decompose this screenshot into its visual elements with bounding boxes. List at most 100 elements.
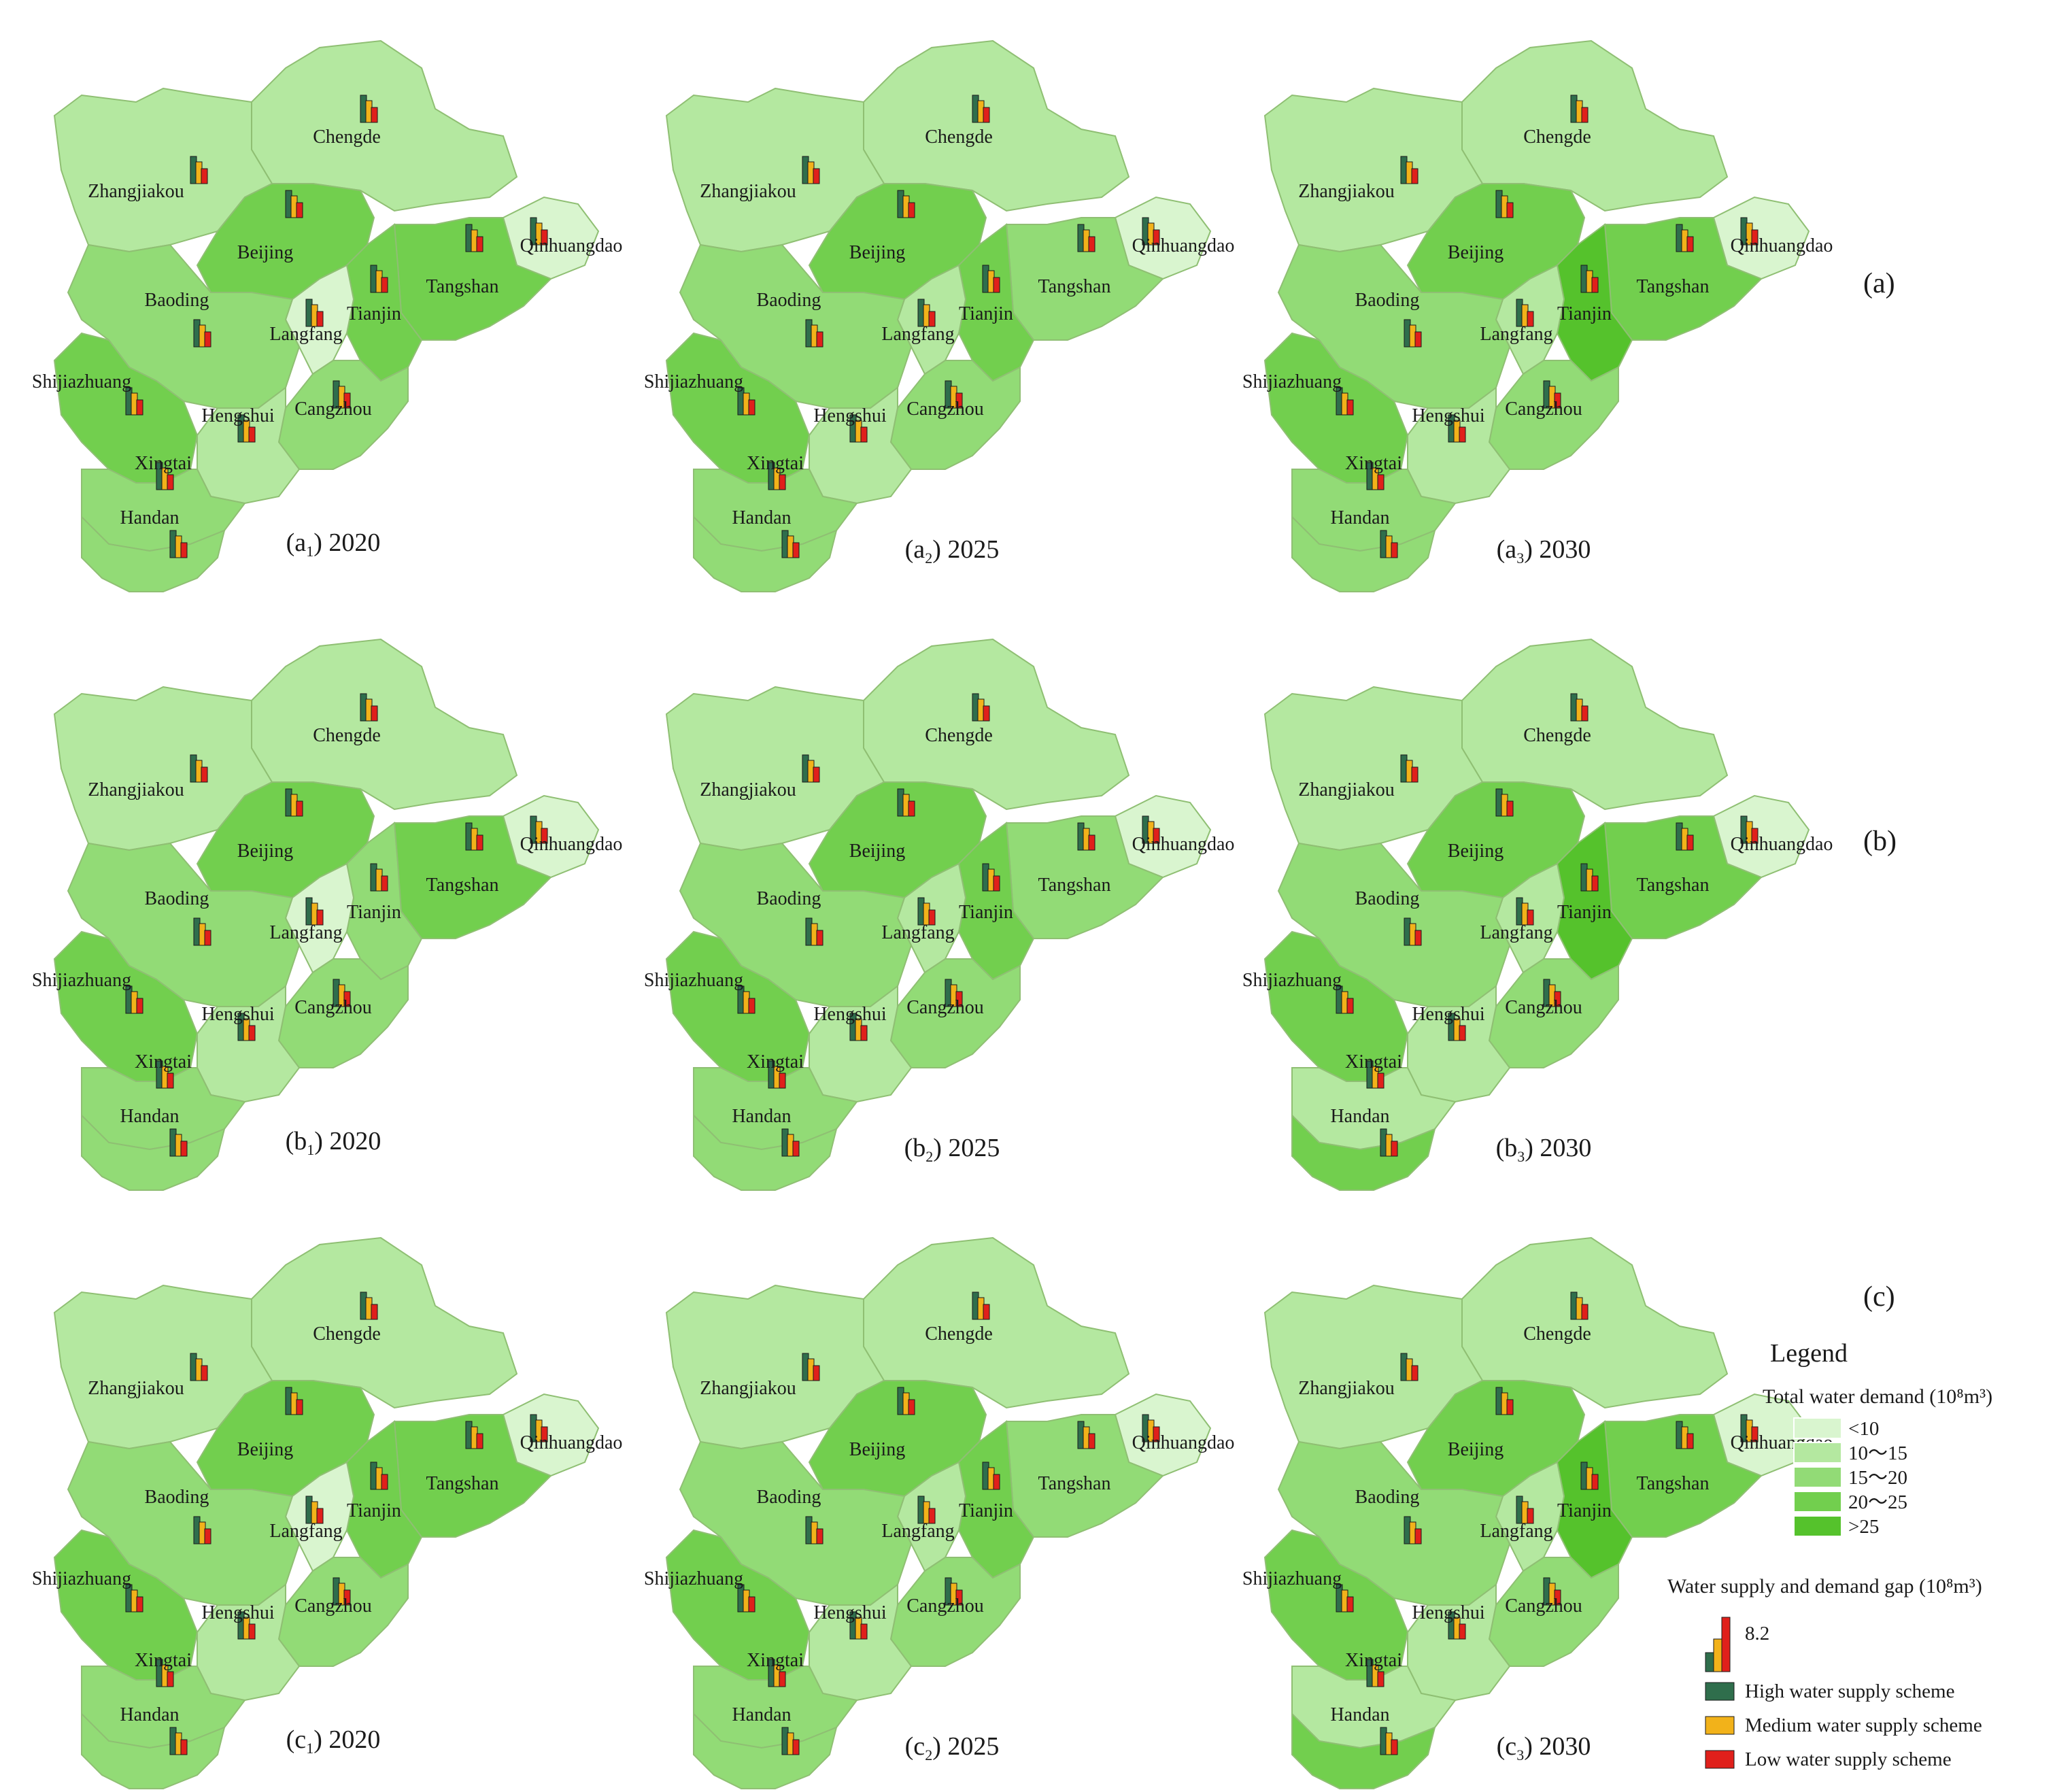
bar-chart-qinhuangdao <box>1142 1414 1160 1442</box>
bar-chart-hengshui <box>1448 1013 1466 1041</box>
bar-chart-qinhuangdao <box>530 217 548 246</box>
city-label-cangzhou: Cangzhou <box>1505 399 1582 420</box>
panel-caption-c3: (c3) 2030 <box>1497 1732 1591 1763</box>
bar-tianjin-low <box>381 277 388 293</box>
city-label-tianjin: Tianjin <box>959 902 1013 923</box>
bar-qinhuangdao-low <box>1751 229 1759 246</box>
city-label-handan: Handan <box>1330 1704 1389 1725</box>
bar-baoding-low <box>204 930 211 946</box>
panel-caption-a3: (a3) 2030 <box>1497 535 1591 567</box>
bar-cangzhou-low <box>1554 1589 1561 1606</box>
city-label-langfang: Langfang <box>1480 1521 1552 1542</box>
bar-chart-handan <box>169 1727 188 1755</box>
bar-beijing-low <box>296 1399 303 1415</box>
city-label-shijiazhuang: Shijiazhuang <box>644 1568 743 1589</box>
bar-chart-langfang <box>305 1496 324 1524</box>
city-label-tangshan: Tangshan <box>1038 276 1111 297</box>
map-panel-b2: Chengde Zhangjiakou Beijing Qinhuangdao Tang… <box>644 638 1235 1191</box>
city-label-hengshui: Hengshui <box>813 1004 887 1025</box>
demand-swatch-4 <box>1793 1491 1842 1513</box>
bar-chart-hengshui <box>849 1611 868 1640</box>
demand-legend-title: Total water demand (10⁸m³) <box>1763 1385 1992 1408</box>
city-label-shijiazhuang: Shijiazhuang <box>32 1568 131 1589</box>
city-label-langfang: Langfang <box>269 1521 342 1542</box>
bar-handan-low <box>792 542 800 558</box>
bar-handan-low <box>180 1141 188 1157</box>
city-label-zhangjiakou: Zhangjiakou <box>88 181 184 202</box>
bar-chart-tangshan <box>465 224 483 252</box>
city-label-zhangjiakou: Zhangjiakou <box>700 779 796 800</box>
city-label-beijing: Beijing <box>849 242 905 263</box>
bar-chart-xingtai <box>768 1060 786 1089</box>
bar-hengshui-low <box>1459 1025 1466 1041</box>
bar-chart-cangzhou <box>945 979 963 1007</box>
city-label-xingtai: Xingtai <box>747 1650 804 1671</box>
row-label-1: (a) <box>1863 268 1895 299</box>
bar-chart-qinhuangdao <box>530 815 548 844</box>
bar-chart-tangshan <box>1676 1421 1694 1449</box>
bar-chart-chengde <box>360 693 378 722</box>
region-hengshui <box>197 1583 301 1702</box>
bar-tangshan-low <box>476 1433 483 1449</box>
city-label-langfang: Langfang <box>881 922 954 943</box>
city-label-langfang: Langfang <box>881 1521 954 1542</box>
scheme-swatch-1 <box>1705 1682 1735 1701</box>
city-label-tangshan: Tangshan <box>426 875 499 896</box>
bar-chart-hengshui <box>1448 414 1466 443</box>
bar-chart-chengde <box>1570 1291 1589 1320</box>
city-label-hengshui: Hengshui <box>201 1004 275 1025</box>
panel-caption-c1: (c1) 2020 <box>286 1725 381 1757</box>
gap-symbol-bar-3 <box>1721 1617 1731 1672</box>
city-label-qinhuangdao: Qinhuangdao <box>1132 1432 1235 1453</box>
bar-tangshan-low <box>476 236 483 252</box>
city-label-shijiazhuang: Shijiazhuang <box>32 970 131 991</box>
city-label-tangshan: Tangshan <box>1637 1473 1710 1494</box>
bar-qinhuangdao-low <box>1751 1426 1759 1442</box>
bar-qinhuangdao-low <box>1153 828 1160 844</box>
bar-chart-tangshan <box>1676 224 1694 252</box>
bar-qinhuangdao-low <box>1153 229 1160 246</box>
bar-xingtai-low <box>167 1671 174 1687</box>
city-label-baoding: Baoding <box>757 290 821 311</box>
region-hengshui <box>197 985 301 1103</box>
bar-chart-shijiazhuang <box>125 387 143 416</box>
demand-class-label-1: <10 <box>1848 1418 1879 1440</box>
bar-langfang-low <box>316 311 324 327</box>
city-label-qinhuangdao: Qinhuangdao <box>520 235 623 256</box>
bar-chart-xingtai <box>768 462 786 490</box>
city-label-cangzhou: Cangzhou <box>1505 1595 1582 1617</box>
bar-handan-low <box>792 1739 800 1755</box>
bar-chart-shijiazhuang <box>1336 387 1354 416</box>
city-label-qinhuangdao: Qinhuangdao <box>1731 834 1833 855</box>
bar-xingtai-low <box>167 1073 174 1089</box>
region-hengshui <box>1407 1583 1511 1702</box>
city-label-zhangjiakou: Zhangjiakou <box>700 181 796 202</box>
bar-chart-shijiazhuang <box>125 985 143 1014</box>
bar-beijing-low <box>1506 1399 1514 1415</box>
bar-chart-baoding <box>193 917 211 946</box>
bar-chart-baoding <box>1404 1516 1422 1544</box>
bar-xingtai-low <box>1377 1073 1385 1089</box>
city-label-langfang: Langfang <box>269 922 342 943</box>
city-label-chengde: Chengde <box>313 126 381 148</box>
bar-tianjin-low <box>381 875 388 892</box>
region-handan <box>1291 1712 1436 1789</box>
bar-beijing-low <box>296 202 303 218</box>
legend-title: Legend <box>1770 1339 1848 1368</box>
city-label-qinhuangdao: Qinhuangdao <box>1132 834 1235 855</box>
city-label-beijing: Beijing <box>237 1439 293 1460</box>
bar-tangshan-low <box>1686 236 1694 252</box>
bar-qinhuangdao-low <box>1751 828 1759 844</box>
bar-chart-tangshan <box>1077 224 1096 252</box>
bar-chengde-low <box>983 705 990 722</box>
bar-chart-xingtai <box>768 1659 786 1687</box>
region-hengshui <box>809 386 913 505</box>
scheme-label-3: Low water supply scheme <box>1745 1749 1952 1770</box>
bar-zhangjiakou-low <box>1411 766 1419 783</box>
city-label-xingtai: Xingtai <box>747 453 804 474</box>
bar-beijing-low <box>908 1399 915 1415</box>
bar-chart-tangshan <box>1077 1421 1096 1449</box>
bar-beijing-low <box>296 800 303 817</box>
region-handan <box>81 515 226 592</box>
